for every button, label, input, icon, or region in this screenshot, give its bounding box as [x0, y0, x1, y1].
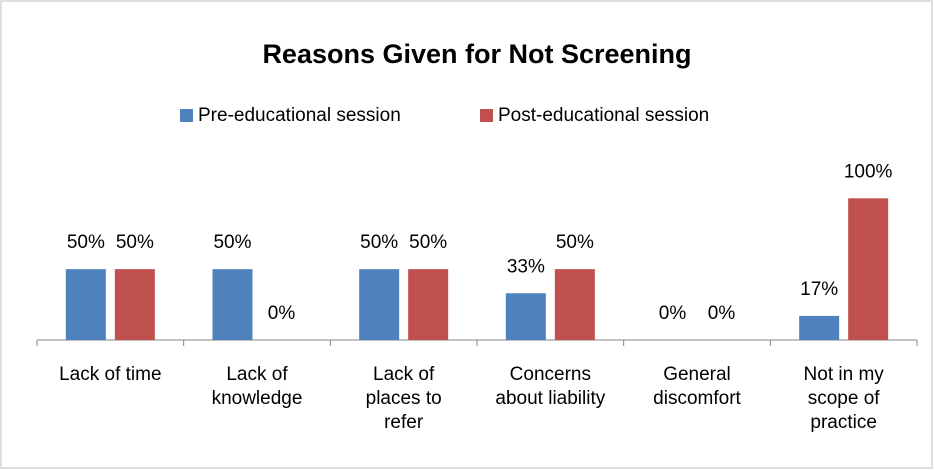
bar — [799, 315, 840, 340]
x-tick-label: Lack of places to refer — [365, 364, 442, 433]
chart-title: Reasons Given for Not Screening — [262, 39, 691, 69]
data-label: 50% — [67, 232, 105, 253]
x-tick-label: General discomfort — [653, 364, 741, 409]
data-label: 50% — [213, 232, 251, 253]
bar — [114, 269, 155, 340]
data-label: 50% — [116, 232, 154, 253]
x-tick-label: Lack of knowledge — [211, 364, 303, 409]
data-label: 100% — [844, 161, 893, 182]
x-tick-label: Not in my scope of practice — [803, 364, 884, 433]
legend-swatch — [180, 109, 193, 122]
legend-swatch — [480, 109, 493, 122]
bar — [408, 269, 449, 340]
x-tick-label: Concerns about liability — [495, 364, 606, 409]
data-label: 33% — [507, 256, 545, 277]
data-label: 0% — [659, 303, 687, 324]
data-label: 0% — [708, 303, 736, 324]
bar — [212, 269, 253, 340]
legend-label: Post-educational session — [498, 105, 709, 126]
bar — [359, 269, 400, 340]
data-label: 17% — [800, 279, 838, 300]
data-label: 50% — [556, 232, 594, 253]
x-tick-label: Lack of time — [59, 364, 162, 385]
bar — [848, 198, 889, 340]
data-label: 50% — [360, 232, 398, 253]
bar — [65, 269, 106, 340]
legend-label: Pre-educational session — [198, 105, 401, 126]
data-label: 0% — [268, 303, 296, 324]
data-label: 50% — [409, 232, 447, 253]
bar — [505, 293, 546, 340]
bar — [554, 269, 595, 340]
